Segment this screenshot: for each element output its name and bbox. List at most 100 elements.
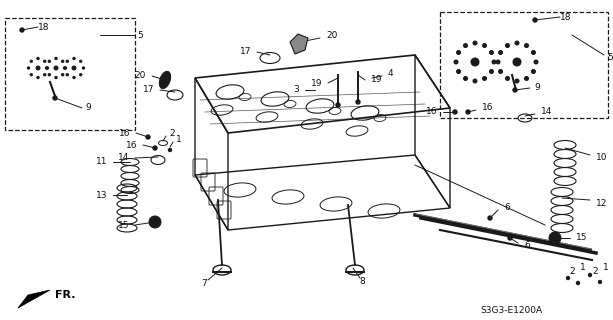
Circle shape bbox=[48, 74, 50, 76]
Text: 12: 12 bbox=[596, 198, 607, 207]
Text: 15: 15 bbox=[576, 234, 587, 243]
Text: 15: 15 bbox=[118, 220, 129, 229]
Text: 5: 5 bbox=[137, 30, 143, 39]
Circle shape bbox=[80, 60, 82, 62]
Text: S3G3-E1200A: S3G3-E1200A bbox=[480, 306, 542, 315]
Circle shape bbox=[48, 60, 50, 62]
Circle shape bbox=[63, 67, 66, 69]
Ellipse shape bbox=[159, 71, 170, 89]
Circle shape bbox=[576, 282, 579, 284]
Text: 8: 8 bbox=[359, 277, 365, 286]
Text: 18: 18 bbox=[560, 12, 572, 21]
Circle shape bbox=[506, 44, 509, 48]
Text: 20: 20 bbox=[135, 71, 146, 81]
Circle shape bbox=[457, 51, 460, 54]
Circle shape bbox=[66, 60, 69, 62]
Circle shape bbox=[489, 69, 493, 74]
Circle shape bbox=[496, 60, 500, 64]
Circle shape bbox=[471, 58, 479, 66]
Text: 19: 19 bbox=[311, 78, 322, 87]
Circle shape bbox=[566, 276, 569, 279]
Text: 13: 13 bbox=[96, 190, 107, 199]
Circle shape bbox=[473, 41, 477, 45]
Polygon shape bbox=[290, 34, 308, 54]
Circle shape bbox=[534, 60, 538, 64]
Text: 1: 1 bbox=[580, 263, 586, 273]
Circle shape bbox=[498, 51, 503, 54]
Text: 2: 2 bbox=[569, 268, 575, 276]
Circle shape bbox=[153, 146, 157, 150]
Circle shape bbox=[28, 67, 29, 69]
Circle shape bbox=[82, 67, 85, 69]
Bar bbox=[5, 18, 135, 130]
Circle shape bbox=[47, 67, 48, 69]
Circle shape bbox=[44, 60, 46, 62]
Text: FR.: FR. bbox=[55, 290, 75, 300]
Circle shape bbox=[37, 57, 39, 60]
Circle shape bbox=[482, 44, 487, 48]
Circle shape bbox=[588, 274, 592, 276]
Circle shape bbox=[20, 28, 24, 32]
Text: 4: 4 bbox=[388, 69, 394, 78]
Circle shape bbox=[515, 79, 519, 83]
Text: 14: 14 bbox=[118, 154, 129, 163]
Circle shape bbox=[508, 236, 512, 240]
Text: 1: 1 bbox=[176, 135, 181, 145]
Text: 16: 16 bbox=[425, 108, 437, 116]
Circle shape bbox=[64, 67, 67, 69]
Circle shape bbox=[515, 41, 519, 45]
Circle shape bbox=[473, 79, 477, 83]
Text: 5: 5 bbox=[607, 53, 613, 62]
Circle shape bbox=[492, 60, 496, 64]
Text: 20: 20 bbox=[326, 31, 337, 41]
Text: 19: 19 bbox=[371, 76, 383, 84]
Circle shape bbox=[73, 57, 75, 60]
Circle shape bbox=[463, 44, 468, 48]
Circle shape bbox=[454, 60, 458, 64]
Circle shape bbox=[54, 66, 58, 70]
Circle shape bbox=[531, 51, 535, 54]
Text: 16: 16 bbox=[482, 103, 493, 113]
Circle shape bbox=[598, 281, 601, 284]
Text: 7: 7 bbox=[201, 278, 207, 287]
Text: 16: 16 bbox=[118, 129, 130, 138]
Text: 17: 17 bbox=[240, 47, 251, 57]
Text: 14: 14 bbox=[541, 108, 552, 116]
Circle shape bbox=[533, 18, 537, 22]
Circle shape bbox=[525, 44, 528, 48]
Circle shape bbox=[73, 76, 75, 79]
Circle shape bbox=[66, 74, 69, 76]
Circle shape bbox=[45, 67, 48, 69]
Circle shape bbox=[37, 76, 39, 79]
Text: 11: 11 bbox=[96, 157, 107, 166]
Text: 6: 6 bbox=[524, 242, 530, 251]
Circle shape bbox=[53, 96, 57, 100]
Text: 16: 16 bbox=[126, 140, 137, 149]
Circle shape bbox=[457, 69, 460, 74]
Circle shape bbox=[488, 216, 492, 220]
Circle shape bbox=[72, 66, 76, 70]
Circle shape bbox=[36, 66, 40, 70]
Circle shape bbox=[30, 60, 32, 62]
Text: 9: 9 bbox=[85, 103, 91, 113]
Circle shape bbox=[525, 76, 528, 80]
Circle shape bbox=[169, 148, 172, 151]
Circle shape bbox=[463, 76, 468, 80]
Text: 2: 2 bbox=[592, 268, 598, 276]
Circle shape bbox=[61, 74, 64, 76]
Circle shape bbox=[531, 69, 535, 74]
Circle shape bbox=[30, 74, 32, 76]
Circle shape bbox=[549, 232, 561, 244]
Circle shape bbox=[336, 103, 340, 107]
Text: 6: 6 bbox=[504, 204, 510, 212]
Text: 10: 10 bbox=[596, 154, 607, 163]
Text: 17: 17 bbox=[142, 85, 154, 94]
Circle shape bbox=[498, 69, 503, 74]
Text: 2: 2 bbox=[169, 130, 175, 139]
Circle shape bbox=[506, 76, 509, 80]
Circle shape bbox=[482, 76, 487, 80]
Circle shape bbox=[80, 74, 82, 76]
Circle shape bbox=[61, 60, 64, 62]
Circle shape bbox=[453, 110, 457, 114]
Circle shape bbox=[149, 216, 161, 228]
